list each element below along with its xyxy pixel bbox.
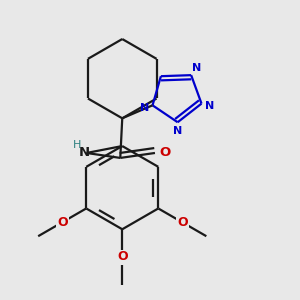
Text: N: N [173,126,183,136]
Text: O: O [177,216,188,229]
Text: H: H [73,140,81,150]
Text: N: N [79,146,90,160]
Text: N: N [140,103,149,113]
Text: O: O [159,146,170,160]
Text: N: N [191,63,201,73]
Text: N: N [206,101,215,111]
Text: O: O [57,216,68,229]
Text: O: O [117,250,128,263]
